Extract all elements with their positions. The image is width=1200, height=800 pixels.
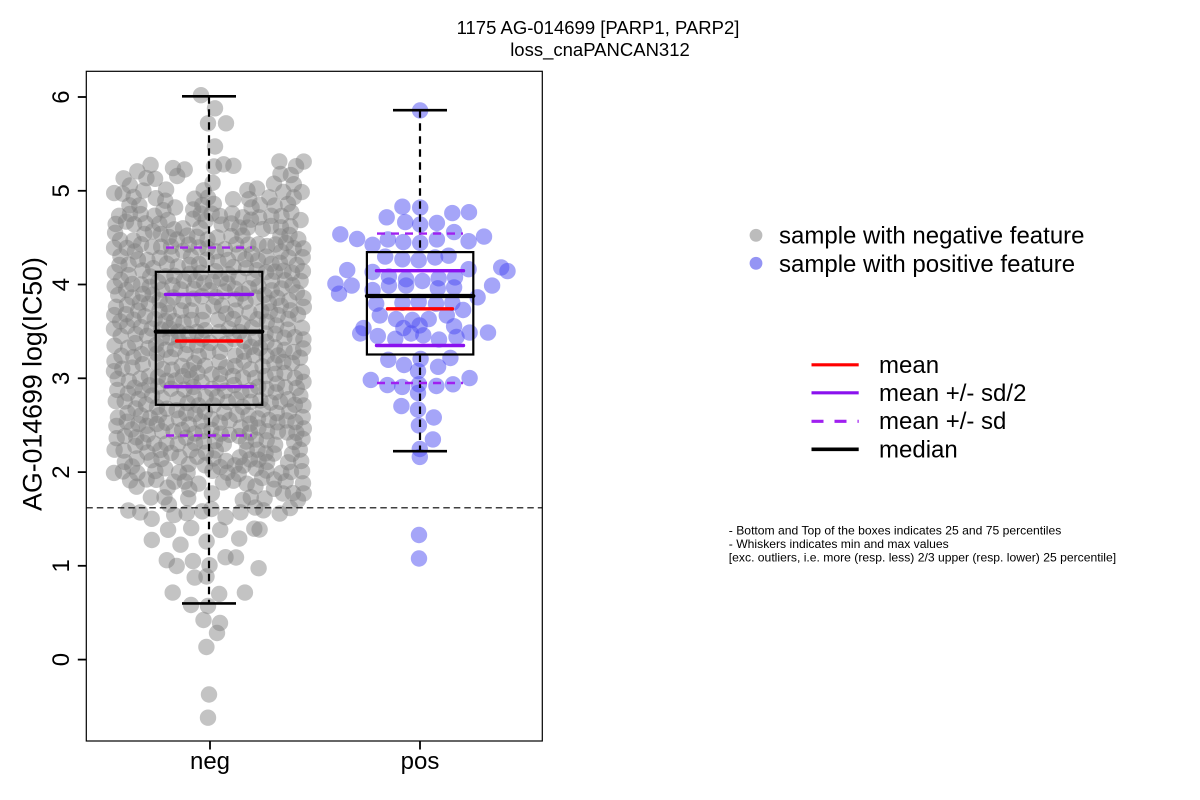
svg-text:- Bottom and Top of the boxes: - Bottom and Top of the boxes indicates … [729, 524, 1062, 538]
svg-text:2: 2 [48, 465, 75, 478]
svg-text:median: median [879, 436, 958, 463]
svg-text:neg: neg [190, 748, 230, 775]
svg-text:AG-014699 log(IC50): AG-014699 log(IC50) [18, 257, 48, 511]
svg-text:[exc. outliers, i.e. more (res: [exc. outliers, i.e. more (resp. less) 2… [729, 550, 1116, 564]
svg-text:0: 0 [48, 653, 75, 666]
svg-text:mean +/- sd/2: mean +/- sd/2 [879, 380, 1026, 407]
svg-text:loss_cnaPANCAN312: loss_cnaPANCAN312 [510, 39, 690, 61]
svg-text:mean +/- sd: mean +/- sd [879, 408, 1006, 435]
svg-text:sample with negative feature: sample with negative feature [779, 223, 1085, 250]
svg-text:1: 1 [48, 559, 75, 572]
svg-text:pos: pos [401, 748, 440, 775]
svg-text:3: 3 [48, 372, 75, 385]
svg-text:mean: mean [879, 352, 939, 379]
svg-text:6: 6 [48, 90, 75, 103]
svg-text:4: 4 [48, 278, 75, 291]
svg-text:sample with positive feature: sample with positive feature [779, 251, 1075, 278]
svg-text:1175 AG-014699 [PARP1, PARP2]: 1175 AG-014699 [PARP1, PARP2] [457, 17, 740, 38]
svg-text:- Whiskers indicates min and m: - Whiskers indicates min and max values [729, 537, 949, 551]
svg-text:5: 5 [48, 184, 75, 197]
